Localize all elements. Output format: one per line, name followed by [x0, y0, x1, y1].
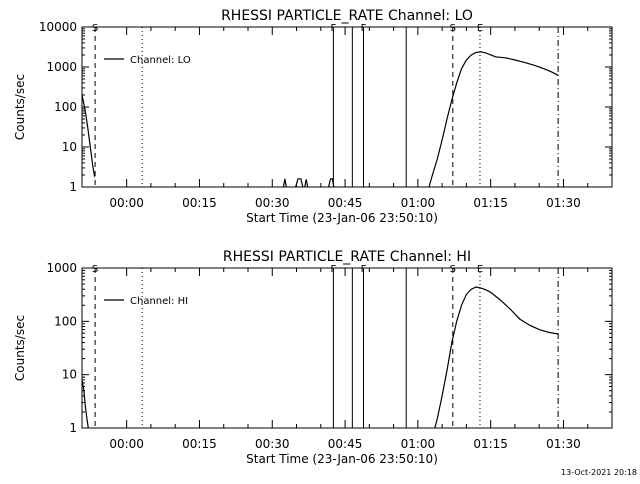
y-tick-label-lo: 10000 — [39, 20, 77, 34]
x-axis-label-lo: Start Time (23-Jan-06 23:50:10) — [246, 211, 438, 225]
event-marker-label-lo: S — [92, 23, 98, 34]
x-tick-label-lo: 01:00 — [401, 196, 436, 210]
event-marker-label-lo: S — [450, 23, 456, 34]
y-tick-label-hi: 100 — [54, 314, 77, 328]
x-tick-label-hi: 00:00 — [109, 437, 144, 451]
plot-frame-hi — [81, 267, 613, 429]
y-tick-label-hi: 10 — [62, 368, 77, 382]
event-marker-label-hi: F — [361, 264, 367, 275]
data-line-hi-segment-0 — [81, 379, 89, 429]
x-axis-label-hi: Start Time (23-Jan-06 23:50:10) — [246, 452, 438, 466]
y-tick-label-lo: 1000 — [46, 60, 77, 74]
event-marker-label-lo: E — [477, 23, 483, 34]
event-marker-label-hi: E — [477, 264, 483, 275]
event-marker-label-hi: F — [331, 264, 337, 275]
data-line-lo-segment-5 — [428, 51, 559, 188]
event-marker-label-lo: F — [361, 23, 367, 34]
event-marker-label-hi: S — [92, 264, 98, 275]
y-axis-label-hi: Counts/sec — [13, 315, 27, 381]
data-line-hi-segment-1 — [434, 286, 559, 429]
legend-label-lo: Channel: LO — [130, 55, 191, 66]
footer-timestamp: 13-Oct-2021 20:18 — [561, 468, 637, 477]
data-line-lo-segment-3 — [304, 179, 309, 188]
data-line-lo-segment-0 — [81, 94, 96, 177]
y-tick-label-lo: 1 — [69, 180, 77, 194]
data-line-lo-segment-1 — [282, 178, 287, 188]
legend-label-hi: Channel: HI — [130, 296, 188, 307]
event-marker-label-lo: F — [331, 23, 337, 34]
x-tick-label-lo: 00:15 — [182, 196, 217, 210]
y-axis-label-lo: Counts/sec — [13, 74, 27, 140]
y-tick-label-hi: 1 — [69, 421, 77, 435]
x-tick-label-lo: 00:00 — [109, 196, 144, 210]
x-tick-label-lo: 01:30 — [546, 196, 581, 210]
x-tick-label-hi: 01:00 — [401, 437, 436, 451]
x-tick-label-hi: 00:45 — [328, 437, 363, 451]
data-line-lo-segment-2 — [295, 178, 304, 188]
y-tick-label-hi: 1000 — [46, 261, 77, 275]
x-tick-label-lo: 01:15 — [473, 196, 508, 210]
x-tick-label-hi: 00:30 — [255, 437, 290, 451]
event-marker-label-hi: S — [450, 264, 456, 275]
x-tick-label-hi: 01:30 — [546, 437, 581, 451]
chart-title-lo: RHESSI PARTICLE_RATE Channel: LO — [221, 8, 473, 24]
x-tick-label-lo: 00:30 — [255, 196, 290, 210]
x-tick-label-hi: 00:15 — [182, 437, 217, 451]
x-tick-label-hi: 01:15 — [473, 437, 508, 451]
y-tick-label-lo: 10 — [62, 140, 77, 154]
y-tick-label-lo: 100 — [54, 100, 77, 114]
x-tick-label-lo: 00:45 — [328, 196, 363, 210]
chart-title-hi: RHESSI PARTICLE_RATE Channel: HI — [223, 249, 471, 265]
data-line-lo-segment-4 — [328, 178, 335, 188]
